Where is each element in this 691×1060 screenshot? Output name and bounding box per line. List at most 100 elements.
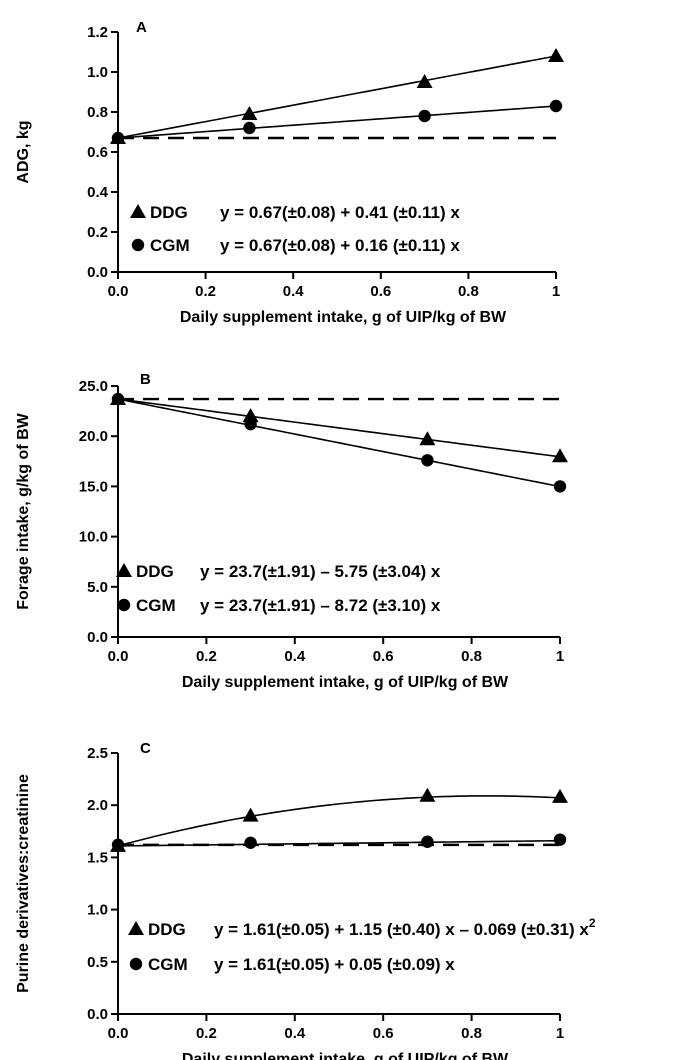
chart-panel-a: A 0.0 0.2 0.4 0.6 0.8 1.0 1.2 0.0 0.2 0.4 0.6 0.8 1 Da…	[15, 19, 564, 326]
ddg-equation: y = 1.61(±0.05) + 1.15 (±0.40) x – 0.069…	[214, 916, 596, 939]
equation-text: y = 23.7(±1.91) – 8.72 (±3.10) x	[200, 596, 441, 615]
x-tick-label: 1	[552, 283, 560, 300]
x-tick-label: 0.0	[108, 1025, 129, 1042]
x-tick-label: 0.4	[284, 648, 306, 665]
x-tick-label: 0.2	[196, 648, 217, 665]
chart-panel-b: B 0.0 5.0 10.0 15.0 20.0 25.0 0.0 0.2 0.4 0.6 0.8 1 D…	[15, 371, 568, 691]
cgm-point	[111, 838, 125, 852]
equation-text: y = 1.61(±0.05) + 0.05 (±0.09) x	[214, 955, 455, 974]
cgm-legend-label: CGM	[148, 955, 188, 974]
panel-letter: B	[140, 371, 151, 388]
cgm-point	[243, 121, 256, 135]
x-tick-label: 0.4	[284, 1025, 306, 1042]
ddg-point	[242, 807, 259, 822]
x-tick-label: 0.2	[196, 1025, 217, 1042]
x-tick-label: 0.8	[461, 648, 482, 665]
x-tick-label: 0.6	[373, 648, 394, 665]
ddg-legend-marker	[128, 921, 144, 935]
cgm-legend-label: CGM	[150, 236, 190, 255]
cgm-legend-label: CGM	[136, 596, 176, 615]
y-tick-label: 2.0	[87, 797, 108, 814]
panel-letter: C	[140, 740, 151, 757]
cgm-point	[553, 833, 567, 846]
y-tick-label: 5.0	[87, 579, 108, 596]
y-tick-label: 0.0	[87, 264, 108, 281]
cgm-point	[111, 392, 125, 406]
y-tick-label: 1.0	[87, 902, 108, 919]
ddg-point	[241, 106, 258, 120]
y-tick-label: 0.8	[87, 104, 108, 121]
cgm-point	[244, 836, 257, 849]
cgm-legend-marker	[129, 957, 143, 971]
equation-text: y = 1.61(±0.05) + 1.15 (±0.40) x – 0.069…	[214, 920, 589, 939]
ddg-legend-label: DDG	[136, 562, 174, 581]
ddg-equation: y = 23.7(±1.91) – 5.75 (±3.04) x	[200, 562, 441, 581]
equation-text: y = 0.67(±0.08) + 0.16 (±0.11) x	[220, 236, 460, 255]
y-axis-label: Forage intake, g/kg of BW	[15, 412, 32, 609]
y-tick-label: 0.0	[87, 1006, 108, 1023]
x-tick-label: 0.0	[108, 283, 129, 300]
x-tick-label: 0.0	[108, 648, 129, 665]
ddg-point	[419, 787, 436, 802]
x-tick-label: 0.6	[370, 283, 391, 300]
cgm-equation: y = 0.67(±0.08) + 0.16 (±0.11) x	[220, 236, 460, 255]
cgm-point	[549, 99, 563, 113]
ddg-point	[242, 408, 259, 423]
y-tick-label: 10.0	[79, 529, 108, 546]
y-tick-label: 1.2	[87, 24, 108, 41]
ddg-point	[552, 448, 568, 463]
cgm-equation: y = 23.7(±1.91) – 8.72 (±3.10) x	[200, 596, 441, 615]
cgm-fit-line	[117, 398, 561, 488]
x-axis-label: Daily supplement intake, g of UIP/kg of …	[182, 1051, 509, 1060]
ddg-fit-line	[117, 55, 557, 139]
y-tick-label: 0.4	[87, 184, 109, 201]
ddg-fit-line	[117, 398, 561, 458]
y-tick-label: 2.5	[87, 745, 108, 762]
equation-text: y = 23.7(±1.91) – 5.75 (±3.04) x	[200, 562, 441, 581]
x-tick-label: 1	[556, 648, 564, 665]
ddg-equation: y = 0.67(±0.08) + 0.41 (±0.11) x	[220, 203, 460, 222]
cgm-fit-line	[117, 839, 561, 847]
y-tick-label: 1.5	[87, 849, 108, 866]
y-tick-label: 20.0	[79, 428, 108, 445]
cgm-point	[111, 131, 125, 145]
y-tick-label: 0.0	[87, 629, 108, 646]
x-tick-label: 1	[556, 1025, 564, 1042]
y-tick-label: 1.0	[87, 64, 108, 81]
equation-superscript: 2	[589, 916, 596, 930]
ddg-legend-marker	[116, 563, 132, 577]
cgm-point	[244, 417, 257, 431]
ddg-point	[416, 74, 433, 88]
cgm-point	[421, 835, 434, 848]
x-tick-label: 0.2	[195, 283, 216, 300]
x-tick-label: 0.8	[461, 1025, 482, 1042]
x-axis-label: Daily supplement intake, g of UIP/kg of …	[182, 674, 509, 691]
y-axis-label: Purine derivatives:creatinine	[15, 774, 32, 993]
cgm-legend-marker	[131, 238, 145, 252]
panel-letter: A	[136, 19, 147, 36]
ddg-point	[419, 431, 436, 446]
ddg-fit-line	[117, 795, 561, 847]
ddg-point	[552, 788, 568, 803]
y-tick-label: 0.6	[87, 144, 108, 161]
cgm-legend-marker	[117, 598, 131, 612]
y-tick-label: 25.0	[79, 378, 108, 395]
y-tick-label: 0.5	[87, 954, 108, 971]
y-axis-label: ADG, kg	[15, 120, 32, 183]
equation-text: y = 0.67(±0.08) + 0.41 (±0.11) x	[220, 203, 460, 222]
y-tick-label: 15.0	[79, 478, 108, 495]
cgm-point	[418, 109, 431, 123]
x-tick-label: 0.8	[458, 283, 479, 300]
x-tick-label: 0.4	[283, 283, 305, 300]
cgm-point	[553, 480, 567, 493]
x-axis-label: Daily supplement intake, g of UIP/kg of …	[180, 309, 507, 326]
ddg-legend-marker	[130, 204, 146, 218]
ddg-point	[548, 48, 564, 62]
x-tick-label: 0.6	[373, 1025, 394, 1042]
cgm-point	[421, 454, 434, 467]
chart-panel-c: C 0.0 0.5 1.0 1.5 2.0 2.5 0.0 0.2 0.4 0.6 0.8 1 Daily…	[15, 740, 596, 1060]
y-tick-label: 0.2	[87, 224, 108, 241]
cgm-fit-line	[117, 105, 557, 139]
ddg-legend-label: DDG	[150, 203, 188, 222]
